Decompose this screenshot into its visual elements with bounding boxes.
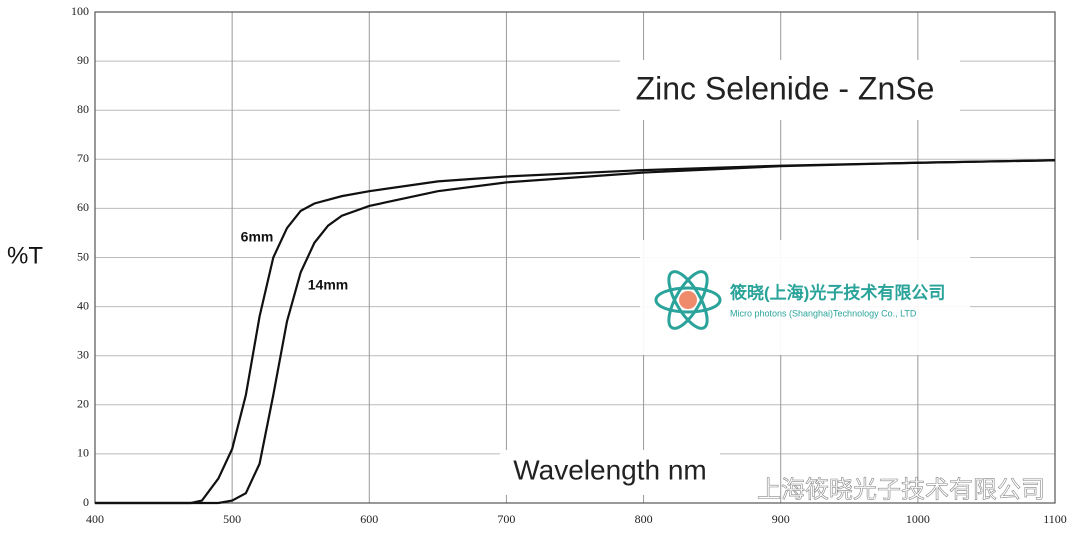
orbit: [654, 286, 722, 314]
logo-icon: [654, 270, 722, 330]
chart-title: Zinc Selenide - ZnSe: [636, 70, 935, 106]
logo-subtitle: Micro photons (Shanghai)Technology Co., …: [730, 308, 917, 318]
x-tick-label: 500: [223, 512, 241, 526]
y-tick-label: 40: [77, 298, 89, 312]
plot-frame: [94, 11, 1056, 504]
series-label: 6mm: [241, 229, 274, 245]
y-axis-label: %T: [7, 242, 43, 269]
x-tick-label: 1100: [1043, 512, 1067, 526]
y-tick-label: 0: [83, 495, 89, 509]
x-tick-label: 800: [635, 512, 653, 526]
series-line: [95, 159, 1056, 505]
y-tick-label: 20: [77, 397, 89, 411]
orbit: [667, 270, 709, 330]
x-tick-label: 700: [497, 512, 515, 526]
logo-name: 筱晓(上海)光子技术有限公司: [730, 282, 945, 302]
y-tick-label: 60: [77, 200, 89, 214]
x-tick-label: 400: [86, 512, 104, 526]
watermark: 上海筱晓光子技术有限公司: [757, 476, 1045, 503]
y-tick-label: 30: [77, 347, 89, 361]
series-line: [95, 159, 1056, 505]
orbit: [667, 270, 709, 330]
x-label-bg: [500, 450, 720, 495]
x-tick-label: 600: [360, 512, 378, 526]
y-tick-label: 90: [77, 53, 89, 67]
x-tick-label: 900: [772, 512, 790, 526]
y-tick-label: 10: [77, 446, 89, 460]
y-tick-label: 100: [71, 4, 89, 18]
nucleus: [679, 291, 697, 309]
x-axis-label: Wavelength nm: [513, 454, 707, 485]
title-bg: [620, 60, 960, 120]
series-label: 14mm: [308, 277, 348, 293]
y-tick-label: 80: [77, 102, 89, 116]
y-tick-label: 70: [77, 151, 89, 165]
y-tick-label: 50: [77, 249, 89, 263]
x-tick-label: 1000: [906, 512, 930, 526]
